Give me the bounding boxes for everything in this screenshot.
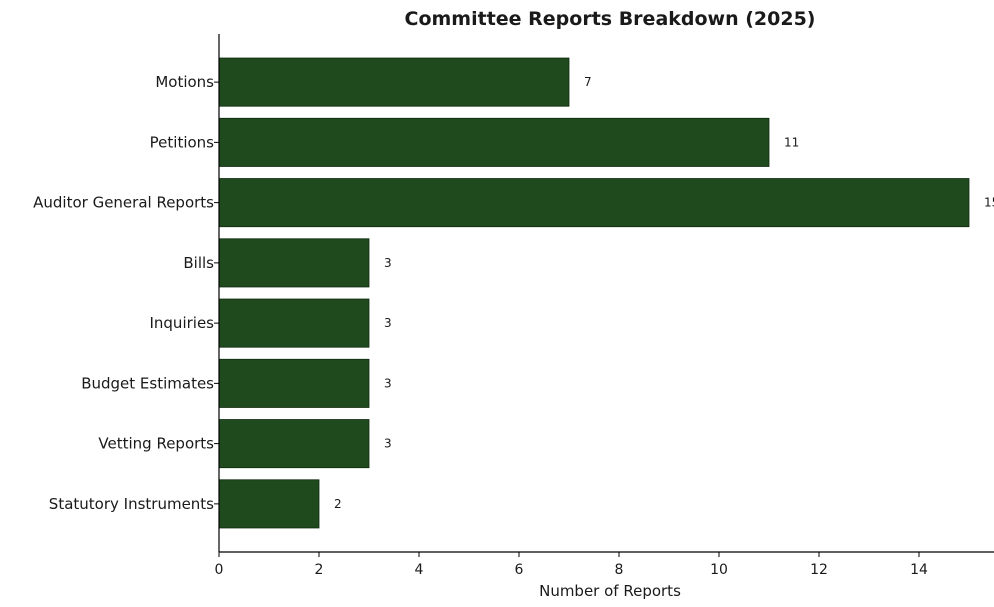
- bar-auditor-general-reports: [219, 179, 969, 227]
- category-label-vetting-reports: Vetting Reports: [98, 435, 214, 453]
- bar-bills: [219, 239, 369, 287]
- value-label-inquiries: 3: [384, 316, 392, 330]
- category-label-petitions: Petitions: [150, 133, 215, 151]
- category-label-budget-estimates: Budget Estimates: [81, 374, 214, 392]
- x-tick-label-12: 12: [810, 562, 828, 578]
- category-label-auditor-general-reports: Auditor General Reports: [33, 194, 214, 212]
- category-label-bills: Bills: [183, 254, 214, 272]
- x-tick-label-8: 8: [615, 562, 624, 578]
- category-label-motions: Motions: [155, 73, 214, 91]
- value-label-vetting-reports: 3: [384, 437, 392, 451]
- value-label-petitions: 11: [784, 135, 799, 149]
- value-label-bills: 3: [384, 256, 392, 270]
- x-axis-title: Number of Reports: [539, 582, 681, 600]
- bar-budget-estimates: [219, 359, 369, 407]
- category-label-statutory-instruments: Statutory Instruments: [49, 495, 214, 513]
- x-tick-label-10: 10: [710, 562, 728, 578]
- value-label-motions: 7: [584, 75, 592, 89]
- bars-layer: [219, 58, 969, 528]
- x-tick-label-2: 2: [315, 562, 324, 578]
- x-tick-label-0: 0: [215, 562, 224, 578]
- bar-petitions: [219, 118, 769, 166]
- category-label-inquiries: Inquiries: [149, 314, 214, 332]
- bar-statutory-instruments: [219, 480, 319, 528]
- x-tick-label-14: 14: [910, 562, 928, 578]
- bar-inquiries: [219, 299, 369, 347]
- chart-title: Committee Reports Breakdown (2025): [405, 8, 816, 30]
- value-label-statutory-instruments: 2: [334, 497, 342, 511]
- bar-motions: [219, 58, 569, 106]
- x-tick-label-4: 4: [415, 562, 424, 578]
- value-label-budget-estimates: 3: [384, 376, 392, 390]
- x-tick-label-6: 6: [515, 562, 524, 578]
- value-label-auditor-general-reports: 15: [984, 196, 994, 210]
- bar-vetting-reports: [219, 420, 369, 468]
